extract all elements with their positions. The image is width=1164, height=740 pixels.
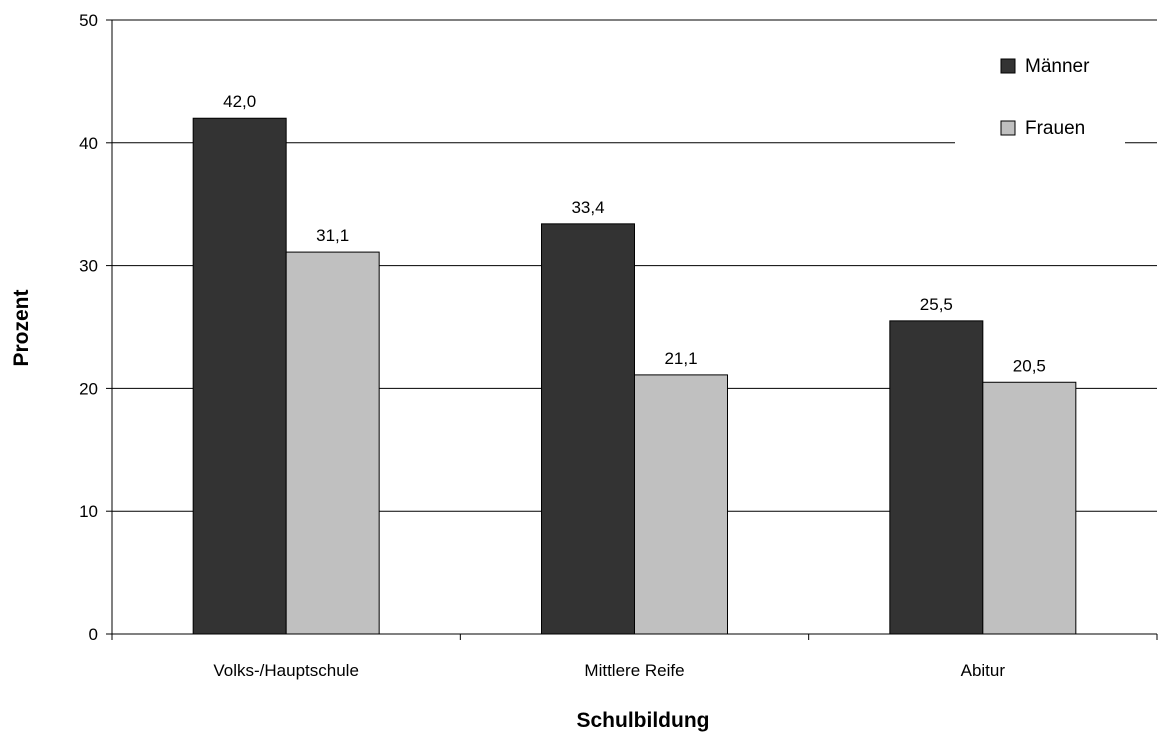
legend-swatch [1000,120,1016,136]
y-axis-title: Prozent [10,289,33,366]
x-tick-label: Volks-/Hauptschule [213,661,359,680]
data-label: 42,0 [223,92,256,111]
legend-swatch [1000,58,1016,74]
legend-background [955,45,1125,165]
y-tick-label: 0 [89,625,98,644]
legend: Männer Frauen [955,45,1125,165]
bar [285,251,380,635]
legend-label: Frauen [1025,118,1085,139]
bar [889,320,984,635]
bar [634,374,728,635]
bar [982,381,1077,635]
y-tick-label: 20 [79,379,98,398]
x-tick-label: Abitur [961,661,1006,680]
y-tick-label: 10 [79,502,98,521]
data-label: 21,1 [664,349,697,368]
y-tick-label: 30 [79,257,98,276]
x-axis-title: Schulbildung [577,709,710,732]
legend-label: Männer [1025,56,1090,77]
data-label: 25,5 [920,295,953,314]
bar [541,223,635,635]
axes [106,19,1158,640]
data-label: 20,5 [1013,356,1046,375]
labels: 42,0 33,4 25,5 31,1 21,1 20,5 0 10 20 30 40 50 Volks… [79,11,1046,680]
y-tick-label: 50 [79,11,98,30]
data-label: 33,4 [571,198,604,217]
y-tick-label: 40 [79,134,98,153]
data-label: 31,1 [316,226,349,245]
x-tick-label: Mittlere Reife [584,661,684,680]
bars [192,117,1077,635]
bar [192,117,287,635]
